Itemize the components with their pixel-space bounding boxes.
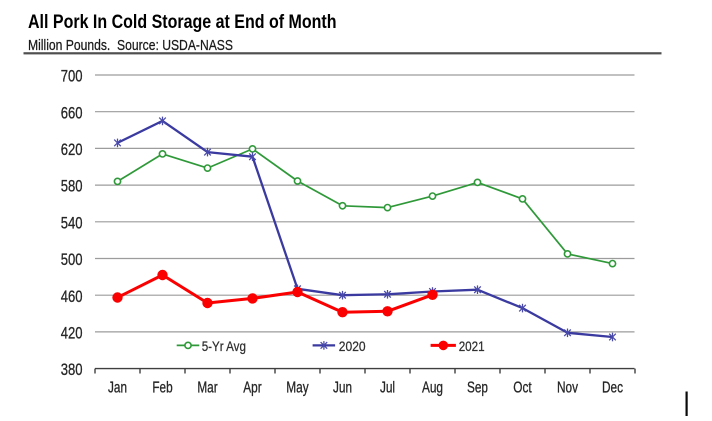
svg-text:Jun: Jun	[333, 380, 352, 397]
svg-text:2021: 2021	[459, 339, 485, 354]
svg-text:Feb: Feb	[152, 380, 172, 397]
svg-text:380: 380	[61, 361, 83, 379]
svg-text:Sep: Sep	[467, 380, 488, 397]
svg-text:Jul: Jul	[380, 380, 395, 397]
svg-text:Apr: Apr	[243, 380, 262, 397]
svg-text:All Pork In Cold Storage at En: All Pork In Cold Storage at End of Month	[28, 12, 337, 33]
svg-text:5-Yr Avg: 5-Yr Avg	[202, 339, 246, 354]
svg-text:580: 580	[61, 178, 83, 196]
svg-text:May: May	[286, 380, 308, 397]
svg-text:700: 700	[61, 68, 83, 86]
svg-text:460: 460	[61, 288, 83, 306]
svg-text:Jan: Jan	[108, 380, 127, 397]
svg-text:Aug: Aug	[422, 380, 443, 397]
svg-text:500: 500	[61, 251, 83, 269]
svg-text:Nov: Nov	[557, 380, 578, 397]
svg-text:Dec: Dec	[602, 380, 623, 397]
svg-text:540: 540	[61, 214, 83, 232]
svg-text:2020: 2020	[339, 339, 366, 354]
svg-text:620: 620	[61, 141, 83, 159]
svg-text:Mar: Mar	[197, 380, 218, 397]
svg-text:660: 660	[61, 104, 83, 122]
svg-text:420: 420	[61, 325, 83, 343]
svg-text:Million Pounds. Source: USDA-: Million Pounds. Source: USDA-NASS	[28, 37, 233, 54]
svg-text:Oct: Oct	[513, 380, 532, 397]
